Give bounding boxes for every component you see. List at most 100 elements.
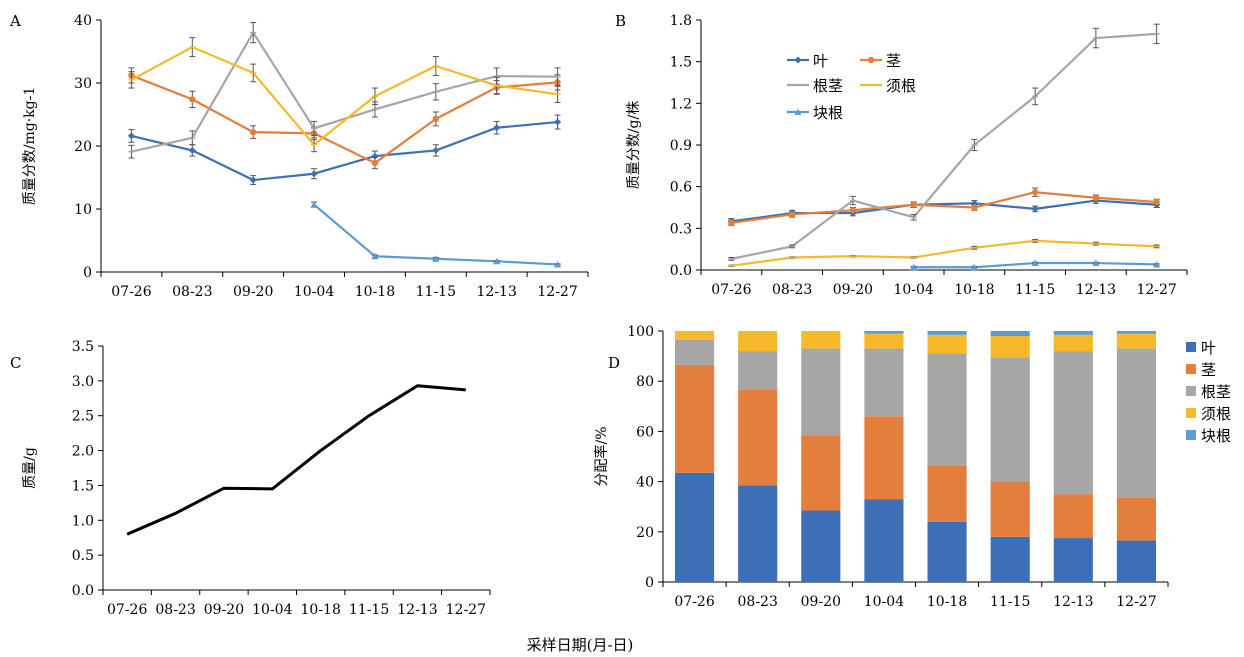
y-tick-label: 1.8 — [670, 13, 692, 29]
y-axis-label: 分配率/% — [593, 426, 610, 486]
marker-diamond — [188, 146, 196, 154]
y-tick-label: 0.0 — [72, 583, 94, 599]
y-tick-label: 40 — [636, 475, 654, 491]
marker-circle — [432, 115, 440, 123]
marker-diamond — [432, 146, 440, 154]
legend-swatch — [1186, 364, 1196, 374]
bar-segment-叶 — [1053, 538, 1093, 582]
bar-segment-茎 — [738, 389, 778, 486]
y-tick-label: 1.5 — [670, 55, 692, 71]
series-line-茎 — [131, 74, 558, 165]
y-tick-label: 3.5 — [72, 339, 94, 355]
marker-circle — [728, 219, 735, 226]
marker-diamond — [1031, 205, 1039, 213]
x-tick-label: 10-04 — [864, 594, 904, 610]
x-tick-label: 07-26 — [674, 594, 714, 610]
bar-segment-根茎 — [1053, 351, 1093, 495]
bar-segment-叶 — [738, 485, 778, 582]
y-tick-label: 3.0 — [72, 374, 94, 390]
x-tick-label: 10-18 — [301, 602, 341, 618]
marker-circle — [849, 207, 857, 214]
marker-triangle — [794, 108, 802, 115]
y-tick-label: 0.9 — [670, 138, 692, 154]
y-tick-label: 20 — [636, 525, 654, 541]
marker-triangle — [1153, 260, 1161, 268]
series-line-须根 — [731, 239, 1157, 267]
bar-segment-茎 — [990, 481, 1030, 537]
x-tick-label: 12-27 — [1116, 594, 1156, 610]
bar-segment-茎 — [1116, 497, 1157, 541]
bar-segment-块根 — [1053, 331, 1093, 335]
legend-label: 茎 — [886, 52, 901, 70]
panel-letter: A — [9, 12, 21, 30]
marker-triangle — [554, 260, 562, 268]
series-line-须根 — [130, 45, 558, 146]
x-tick-label: 12-13 — [1053, 594, 1093, 610]
bar-segment-根茎 — [927, 353, 967, 466]
bar-segment-根茎 — [1116, 348, 1157, 498]
x-tick-label: 09-20 — [801, 594, 841, 610]
x-tick-label: 10-04 — [294, 284, 334, 300]
panel-b: 0.0 0.3 0.6 0.9 1.2 1.5 1.8 07-26 08-23 09-20 10-0… — [615, 12, 1188, 298]
bar-segment-茎 — [1053, 494, 1093, 539]
marker-circle — [371, 159, 379, 167]
x-tick-label: 11-15 — [1015, 282, 1055, 298]
x-tick-label: 10-18 — [954, 282, 994, 298]
y-axis-label: 质量分数/g/株 — [626, 101, 642, 189]
marker-triangle — [1092, 259, 1100, 267]
bar-segment-须根 — [674, 331, 715, 340]
series-line-total — [126, 384, 466, 536]
y-tick-label: 30 — [74, 76, 92, 92]
y-tick-label: 2.5 — [72, 409, 94, 425]
y-tick-label: 0.0 — [670, 263, 692, 279]
legend-swatch — [1186, 342, 1196, 352]
x-tick-label: 11-15 — [416, 284, 456, 300]
marker-triangle — [1031, 259, 1039, 267]
marker-triangle — [310, 201, 318, 208]
legend-swatch — [1186, 430, 1196, 440]
legend-swatch — [1186, 408, 1196, 418]
panel-letter: D — [608, 354, 620, 372]
panel-d: 0 20 40 60 80 100 07-26 08-23 09-20 10-04 10-18 11-… — [593, 324, 1231, 610]
marker-triangle — [910, 263, 918, 271]
legend-label: 须根 — [886, 77, 916, 95]
bar-segment-叶 — [801, 510, 841, 582]
marker-triangle — [371, 252, 379, 260]
y-axis-label: 质量分数/mg·kg-1 — [22, 87, 38, 206]
x-tick-label: 11-15 — [349, 602, 389, 618]
legend-label: 根茎 — [813, 77, 843, 95]
bar-segment-块根 — [927, 331, 967, 335]
bar-segment-叶 — [927, 521, 967, 582]
marker-triangle — [493, 257, 501, 265]
x-tick-label: 08-23 — [738, 594, 778, 610]
y-tick-label: 20 — [74, 139, 92, 155]
legend-swatch — [1186, 386, 1196, 396]
series-line-茎 — [731, 191, 1157, 224]
marker-triangle — [970, 263, 978, 271]
bar-segment-叶 — [1116, 540, 1157, 582]
marker-circle — [189, 96, 196, 103]
marker-circle — [867, 56, 875, 64]
y-tick-label: 10 — [74, 202, 92, 218]
series-line-根茎 — [131, 31, 558, 153]
bar-segment-茎 — [864, 416, 904, 500]
x-tick-label: 12-13 — [397, 602, 437, 618]
marker-circle — [788, 211, 796, 218]
x-tick-label: 12-13 — [477, 284, 517, 300]
marker-circle — [910, 201, 917, 208]
marker-diamond — [127, 132, 135, 140]
y-tick-label: 2.0 — [72, 444, 94, 460]
y-tick-label: 1.0 — [72, 513, 94, 529]
x-tick-label: 12-27 — [537, 284, 577, 300]
bar-segment-茎 — [674, 364, 715, 473]
marker-circle — [1092, 194, 1100, 201]
x-tick-label: 10-04 — [252, 602, 292, 618]
x-tick-label: 07-26 — [107, 602, 147, 618]
y-tick-label: 1.2 — [670, 96, 692, 112]
series-line-根茎 — [731, 32, 1157, 260]
bar-segment-根茎 — [990, 357, 1030, 482]
x-tick-label: 10-18 — [927, 594, 967, 610]
panel-c: 0.0 0.5 1.0 1.5 2.0 2.5 3.0 3.5 07-26 08-23 09-20 1… — [10, 339, 491, 618]
legend-label: 块根 — [1201, 427, 1231, 445]
y-axis-label: 质量/g — [22, 447, 38, 489]
